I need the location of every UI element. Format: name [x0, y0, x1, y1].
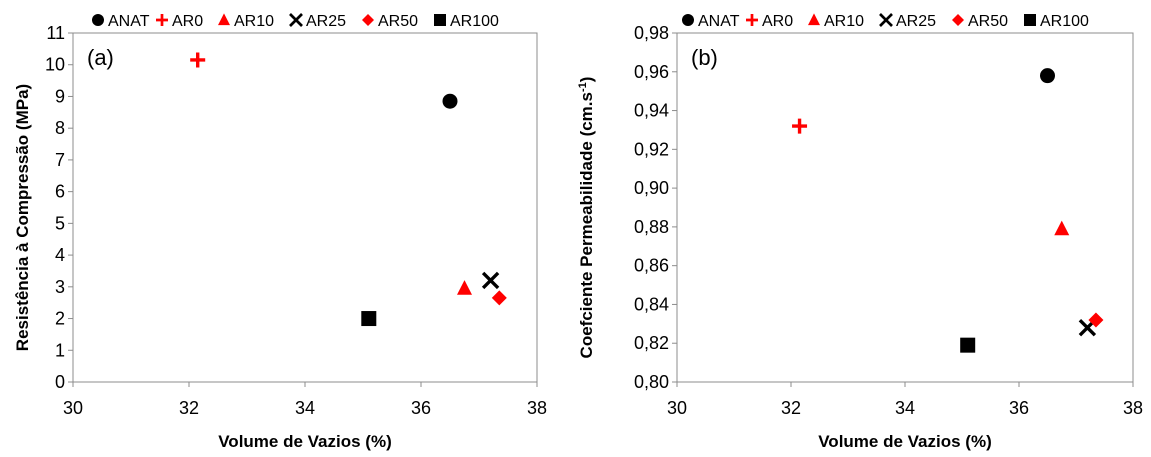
y-tick-label: 0,98	[634, 23, 669, 43]
y-tick-label: 0,92	[634, 139, 669, 159]
legend-marker-ar50	[952, 14, 964, 26]
y-tick-label: 1	[55, 340, 65, 360]
data-point-ar50	[491, 290, 507, 306]
legend-marker-ar0	[746, 14, 758, 26]
x-tick-label: 34	[895, 398, 915, 418]
y-tick-label: 0,88	[634, 217, 669, 237]
data-point-ar25	[481, 271, 500, 290]
y-tick-label: 0	[55, 372, 65, 392]
legend-marker-anat	[682, 14, 694, 26]
legend-label-ar25: AR25	[306, 13, 346, 30]
y-tick-label: 4	[55, 245, 65, 265]
data-point-ar0	[792, 118, 808, 134]
legend-label-ar0: AR0	[762, 13, 793, 30]
y-tick-label: 0,96	[634, 62, 669, 82]
data-point-ar50	[1088, 312, 1104, 328]
x-tick-label: 30	[667, 398, 687, 418]
y-tick-label: 0,94	[634, 101, 669, 121]
y-tick-label: 8	[55, 118, 65, 138]
data-point-anat	[1040, 68, 1055, 84]
x-tick-label: 34	[295, 398, 315, 418]
legend-marker-ar10	[218, 13, 230, 26]
legend-marker-ar10	[808, 13, 820, 26]
y-tick-label: 0,90	[634, 178, 669, 198]
y-tick-label: 3	[55, 277, 65, 297]
legend-marker-ar50	[362, 14, 374, 26]
x-tick-label: 32	[781, 398, 801, 418]
y-tick-label: 7	[55, 150, 65, 170]
panel-b: 0,80 0,82 0,84 0,86 0,88 0,90 0,92 0,94 0,96 0,98…	[577, 13, 1143, 451]
legend-marker-ar0	[156, 14, 168, 26]
y-tick-label: 10	[45, 55, 65, 75]
legend-label-ar50: AR50	[378, 13, 418, 30]
x-axis-title: Volume de Vazios (%)	[818, 432, 992, 451]
legend-label-ar0: AR0	[172, 13, 203, 30]
y-axis-title: Resistência à Compressão (MPa)	[13, 84, 32, 351]
y-tick-label: 9	[55, 86, 65, 106]
x-tick-label: 36	[1009, 398, 1029, 418]
panel-label: (a)	[87, 45, 114, 70]
y-tick-label: 11	[46, 23, 65, 43]
data-point-anat	[442, 93, 458, 109]
legend-label-ar100: AR100	[450, 13, 499, 30]
x-tick-label: 38	[527, 398, 547, 418]
legend-label-ar25: AR25	[896, 13, 936, 30]
x-tick-label: 32	[179, 398, 199, 418]
legend-label-ar10: AR10	[824, 13, 864, 30]
legend-marker-ar100	[434, 14, 446, 26]
legend-label-ar100: AR100	[1040, 13, 1089, 30]
legend: ANAT AR0 AR10 AR25 AR50 AR100	[92, 13, 499, 30]
y-tick-label: 0,82	[634, 333, 669, 353]
panel-label: (b)	[691, 45, 718, 70]
x-tick-label: 36	[411, 398, 431, 418]
legend: ANAT AR0 AR10 AR25 AR50 AR100	[682, 13, 1089, 30]
legend-marker-anat	[92, 14, 104, 26]
x-axis-title: Volume de Vazios (%)	[218, 432, 392, 451]
y-tick-label: 0,80	[634, 372, 669, 392]
y-tick-label: 6	[55, 182, 65, 202]
data-point-ar10	[1054, 220, 1070, 236]
legend-label-anat: ANAT	[108, 13, 150, 30]
plot-frame	[72, 32, 538, 383]
legend-marker-ar25	[289, 13, 303, 27]
legend-label-anat: ANAT	[698, 13, 740, 30]
legend-marker-ar25	[879, 13, 893, 27]
x-tick-label: 30	[63, 398, 83, 418]
legend-marker-ar100	[1024, 14, 1036, 26]
y-axis-title: Coefciente Permeabilidade (cm.s-1)	[577, 77, 596, 359]
x-tick-label: 38	[1123, 398, 1143, 418]
legend-label-ar50: AR50	[968, 13, 1008, 30]
y-tick-label: 2	[55, 309, 65, 329]
y-tick-label: 5	[55, 213, 65, 233]
data-point-ar100	[361, 311, 377, 327]
data-point-ar0	[190, 52, 206, 68]
data-point-ar10	[457, 280, 472, 295]
plot-frame	[676, 32, 1134, 383]
legend-label-ar10: AR10	[234, 13, 274, 30]
y-tick-label: 0,84	[634, 294, 669, 314]
y-tick-label: 0,86	[634, 256, 669, 276]
data-point-ar100	[960, 337, 976, 353]
